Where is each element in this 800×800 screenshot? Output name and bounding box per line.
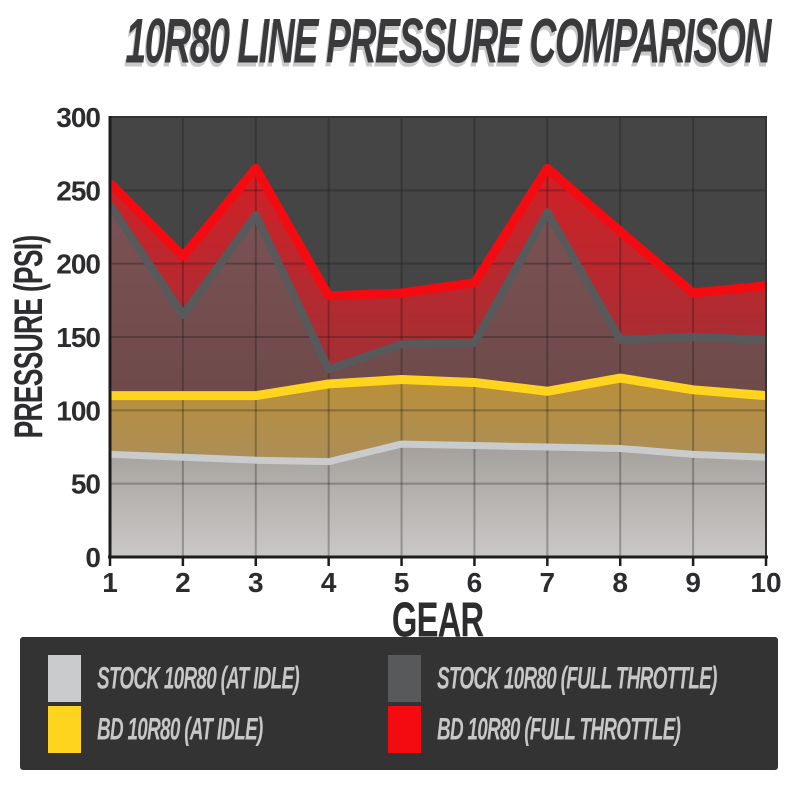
- x-axis-ticks: [108, 557, 768, 566]
- legend-swatch-bd-full-throttle: [388, 706, 421, 753]
- x-tick-label: 3: [248, 567, 264, 598]
- y-axis-labels: 0 50 100 150 200 250 300: [56, 102, 101, 573]
- legend-item-bd-full-throttle: BD 10R80 (FULL THROTTLE): [388, 705, 800, 754]
- y-axis-title: PRESSURE (PSI): [6, 165, 53, 508]
- legend-item-stock-full-throttle: STOCK 10R80 (FULL THROTTLE): [388, 654, 800, 703]
- x-tick-label: 4: [321, 567, 337, 598]
- legend-swatch-stock-idle: [48, 655, 81, 702]
- x-tick-label: 1: [102, 567, 118, 598]
- legend-label-stock-idle: STOCK 10R80 (AT IDLE): [97, 660, 300, 696]
- x-tick-label: 6: [467, 567, 483, 598]
- y-tick-label: 100: [56, 395, 100, 426]
- area-band-1: [110, 205, 766, 396]
- series-line-bd-10r80-at-idle: [110, 373, 766, 401]
- x-tick-label: 5: [394, 567, 410, 598]
- legend-swatch-stock-full-throttle: [388, 655, 421, 702]
- y-tick-label: 250: [56, 175, 100, 206]
- pressure-comparison-chart: 0 50 100 150 200 250 300 1 2 3 4 5 6 7 8 9 10: [56, 102, 781, 598]
- legend-label-bd-full-throttle: BD 10R80 (FULL THROTTLE): [437, 711, 681, 747]
- x-tick-label: 9: [685, 567, 701, 598]
- x-tick-label: 2: [175, 567, 191, 598]
- x-axis-labels: 1 2 3 4 5 6 7 8 9 10: [102, 567, 781, 598]
- x-tick-label: 8: [612, 567, 628, 598]
- legend-swatch-bd-idle: [48, 706, 81, 753]
- y-tick-label: 0: [85, 542, 100, 573]
- legend: STOCK 10R80 (AT IDLE) STOCK 10R80 (FULL …: [20, 637, 778, 770]
- legend-label-stock-full-throttle: STOCK 10R80 (FULL THROTTLE): [437, 660, 717, 696]
- y-tick-label: 300: [56, 102, 100, 133]
- chart-title-text: 10R80 LINE PRESSURE COMPARISON: [125, 6, 771, 78]
- legend-item-bd-idle: BD 10R80 (AT IDLE): [48, 705, 388, 754]
- series-line-stock-10r80-at-idle: [110, 440, 766, 466]
- area-band-2: [110, 378, 766, 462]
- legend-item-stock-idle: STOCK 10R80 (AT IDLE): [48, 654, 388, 703]
- series-lines: [110, 163, 766, 466]
- x-tick-label: 7: [540, 567, 556, 598]
- y-tick-label: 200: [56, 249, 100, 280]
- x-tick-label: 10: [750, 567, 781, 598]
- chart-title: 10R80 LINE PRESSURE COMPARISON: [0, 7, 800, 78]
- y-tick-label: 50: [71, 469, 101, 500]
- y-tick-label: 150: [56, 322, 100, 353]
- legend-label-bd-idle: BD 10R80 (AT IDLE): [97, 711, 263, 747]
- area-band-3: [110, 444, 766, 557]
- series-line-stock-10r80-full-throttle: [110, 202, 766, 374]
- series-line-bd-10r80-full-throttle: [110, 163, 766, 301]
- y-axis-title-text: PRESSURE (PSI): [6, 235, 52, 439]
